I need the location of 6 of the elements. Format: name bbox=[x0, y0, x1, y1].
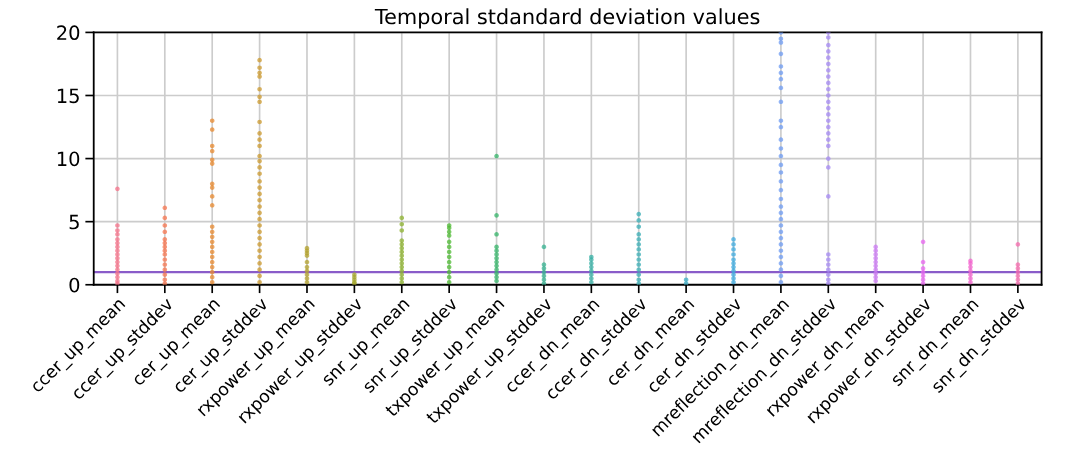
y-tick-label: 5 bbox=[69, 214, 79, 230]
y-tick-label: 15 bbox=[57, 88, 79, 104]
chart-title: Temporal stdandard deviation values bbox=[374, 8, 760, 29]
y-tick-label: 10 bbox=[57, 151, 80, 167]
y-tick-label: 0 bbox=[69, 277, 80, 293]
y-tick-label: 20 bbox=[57, 25, 80, 41]
